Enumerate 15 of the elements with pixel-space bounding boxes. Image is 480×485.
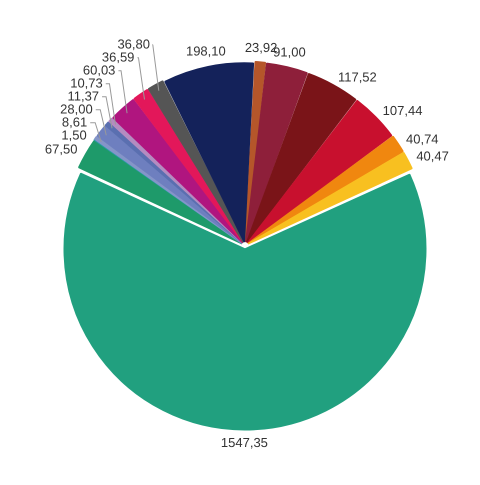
data-label: 1,50 xyxy=(61,127,87,142)
data-label: 117,52 xyxy=(338,69,377,84)
data-label: 36,80 xyxy=(117,36,150,52)
data-label: 67,50 xyxy=(44,142,78,157)
data-label: 36,59 xyxy=(102,49,134,64)
data-label: 1547,35 xyxy=(220,434,268,450)
data-label: 10,73 xyxy=(70,75,103,90)
data-label: 40,74 xyxy=(406,131,439,146)
data-label: 40,47 xyxy=(416,148,449,164)
data-label: 11,37 xyxy=(67,88,100,104)
data-label: 107,44 xyxy=(382,102,422,118)
data-label: 60,03 xyxy=(82,62,116,78)
data-label: 28,00 xyxy=(60,101,93,116)
data-label: 198,10 xyxy=(186,43,226,58)
data-label: 8,61 xyxy=(62,114,88,130)
